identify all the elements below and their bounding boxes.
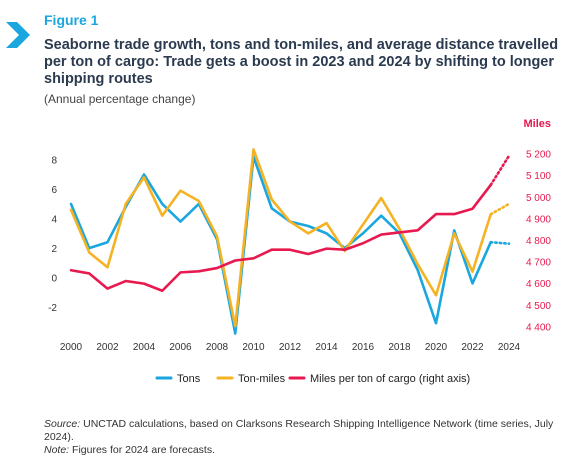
y-left-tick-label: -2 bbox=[48, 303, 57, 314]
x-tick-label: 2014 bbox=[315, 342, 338, 353]
footnotes: Source: UNCTAD calculations, based on Cl… bbox=[44, 418, 564, 457]
x-tick-label: 2002 bbox=[96, 342, 119, 353]
y-right-tick-label: 5 000 bbox=[526, 193, 551, 204]
y-right-tick-label: 4 600 bbox=[526, 279, 551, 290]
line-chart: 8 6 4 2 0 -2 Miles 5 200 5 100 5 000 4 900 4 800 4 7… bbox=[48, 118, 551, 385]
series-forecast-line-2 bbox=[489, 154, 511, 187]
series-line-2 bbox=[69, 183, 493, 293]
x-tick-label: 2016 bbox=[352, 342, 375, 353]
y-left-tick-label: 2 bbox=[51, 244, 57, 255]
x-tick-label: 2000 bbox=[60, 342, 83, 353]
x-tick-label: 2020 bbox=[425, 342, 448, 353]
source-label: Source: bbox=[44, 418, 81, 430]
chart-subtitle: (Annual percentage change) bbox=[44, 92, 196, 106]
y-right-tick-label: 4 800 bbox=[526, 236, 551, 247]
series-forecast-line-0 bbox=[489, 240, 511, 245]
y-right-tick-label: 4 400 bbox=[526, 322, 551, 333]
series-line-1 bbox=[69, 148, 493, 328]
y-right-tick-label: 4 500 bbox=[526, 301, 551, 312]
x-tick-label: 2018 bbox=[388, 342, 411, 353]
x-tick-label: 2012 bbox=[279, 342, 302, 353]
x-tick-label: 2010 bbox=[242, 342, 265, 353]
figure-label: Figure 1 bbox=[44, 12, 99, 28]
y-left-tick-label: 6 bbox=[51, 185, 57, 196]
x-tick-label: 2006 bbox=[169, 342, 192, 353]
y-right-tick-label: 5 100 bbox=[526, 171, 551, 182]
y-right-tick-label: 5 200 bbox=[526, 150, 551, 161]
x-tick-label: 2024 bbox=[498, 342, 521, 353]
y-right-axis-title: Miles bbox=[523, 118, 551, 130]
legend-label: Tons bbox=[177, 373, 201, 385]
y-left-tick-label: 0 bbox=[51, 274, 57, 285]
x-tick-label: 2022 bbox=[461, 342, 484, 353]
series-line-0 bbox=[69, 155, 493, 335]
note-text: Figures for 2024 are forecasts. bbox=[69, 444, 216, 456]
y-right-tick-label: 4 900 bbox=[526, 214, 551, 225]
y-left-tick-label: 4 bbox=[51, 215, 57, 226]
y-right-tick-label: 4 700 bbox=[526, 258, 551, 269]
legend-label: Ton-miles bbox=[238, 373, 286, 385]
chart-title: Seaborne trade growth, tons and ton-mile… bbox=[44, 37, 559, 87]
y-left-tick-label: 8 bbox=[51, 156, 57, 167]
x-tick-label: 2008 bbox=[206, 342, 229, 353]
note-label: Note: bbox=[44, 444, 70, 456]
chevron-icon bbox=[6, 22, 30, 48]
source-text: UNCTAD calculations, based on Clarksons … bbox=[44, 418, 554, 443]
x-tick-label: 2004 bbox=[133, 342, 156, 353]
legend-label: Miles per ton of cargo (right axis) bbox=[310, 373, 470, 385]
series-forecast-line-1 bbox=[489, 202, 511, 216]
